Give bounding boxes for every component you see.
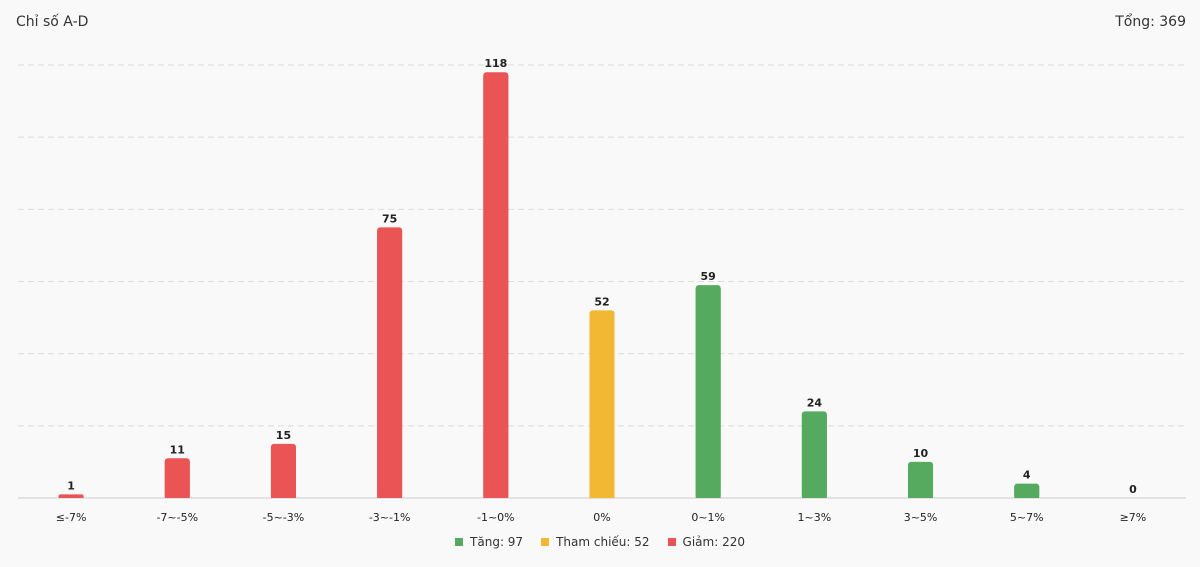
- x-tick-label: -1~0%: [477, 511, 515, 524]
- x-tick-label: 3~5%: [904, 511, 938, 524]
- data-label: 24: [807, 396, 823, 409]
- data-label: 0: [1129, 483, 1137, 496]
- legend-label-ref: Tham chiếu: 52: [556, 535, 650, 549]
- data-label: 11: [170, 443, 185, 456]
- x-tick-label: ≤-7%: [56, 511, 87, 524]
- chart-title: Chỉ số A-D: [16, 14, 89, 30]
- bar-base-4: [483, 75, 509, 498]
- bar-base-7: [801, 414, 827, 498]
- legend-swatch-down: [667, 538, 676, 546]
- legend-label-up: Tăng: 97: [470, 535, 524, 549]
- data-label: 59: [701, 270, 716, 283]
- legend-swatch-up: [455, 538, 464, 546]
- data-label: 52: [594, 295, 609, 308]
- x-tick-label: 1~3%: [798, 511, 832, 524]
- legend-swatch-ref: [541, 538, 550, 546]
- bar-base-3: [377, 230, 403, 498]
- data-label: 4: [1023, 469, 1031, 482]
- x-tick-label: -7~-5%: [156, 511, 198, 524]
- data-label: 118: [484, 57, 507, 70]
- data-label: 10: [913, 447, 929, 460]
- data-label: 75: [382, 212, 397, 225]
- x-tick-label: 5~7%: [1010, 511, 1044, 524]
- bar-base-5: [589, 313, 615, 498]
- bar-base-1: [164, 461, 190, 498]
- legend-item-down[interactable]: Giảm: 220: [667, 535, 745, 549]
- bar-base-8: [908, 464, 934, 498]
- x-tick-label: ≥7%: [1120, 511, 1147, 524]
- bar-base-9: [1014, 486, 1040, 498]
- bar-base-6: [695, 288, 721, 498]
- data-label: 1: [67, 479, 75, 492]
- legend: Tăng: 97 Tham chiếu: 52 Giảm: 220: [0, 535, 1200, 549]
- x-tick-label: 0%: [593, 511, 610, 524]
- legend-item-up[interactable]: Tăng: 97: [455, 535, 523, 549]
- bar-base-2: [270, 446, 296, 498]
- data-label: 15: [276, 429, 291, 442]
- x-tick-label: 0~1%: [691, 511, 725, 524]
- legend-label-down: Giảm: 220: [682, 535, 745, 549]
- x-tick-label: -5~-3%: [263, 511, 305, 524]
- total-count: Tổng: 369: [1115, 14, 1186, 30]
- bar-base-0: [58, 496, 84, 498]
- x-tick-label: -3~-1%: [369, 511, 411, 524]
- legend-item-ref[interactable]: Tham chiếu: 52: [541, 535, 650, 549]
